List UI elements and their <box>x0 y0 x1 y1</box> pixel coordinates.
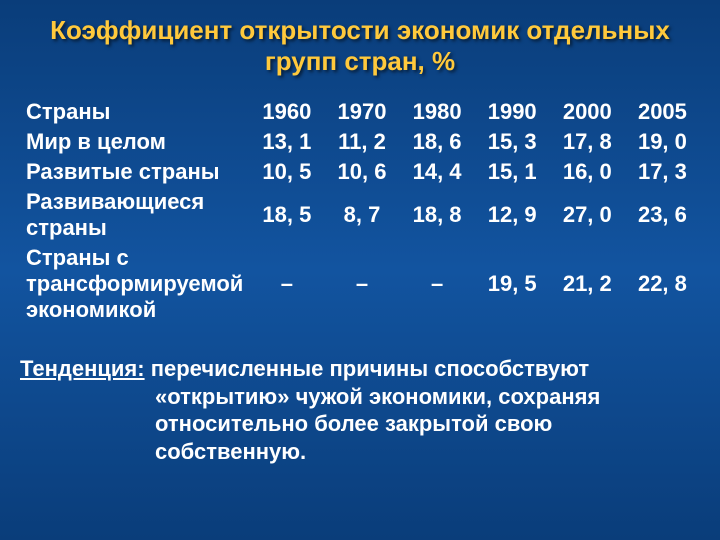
col-header: 1980 <box>400 97 475 127</box>
cell: 13, 1 <box>249 127 324 157</box>
cell: 8, 7 <box>324 187 399 243</box>
cell: 15, 3 <box>475 127 550 157</box>
cell: 22, 8 <box>625 243 700 325</box>
row-label: Мир в целом <box>20 127 249 157</box>
footer-text: собственную. <box>20 438 700 466</box>
title-line-2: групп стран, % <box>265 46 455 76</box>
cell: 15, 1 <box>475 157 550 187</box>
cell: – <box>400 243 475 325</box>
table-row: Мир в целом 13, 1 11, 2 18, 6 15, 3 17, … <box>20 127 700 157</box>
cell: 18, 5 <box>249 187 324 243</box>
cell: 27, 0 <box>550 187 625 243</box>
cell: 21, 2 <box>550 243 625 325</box>
footer-text: «открытию» чужой экономики, сохраняя <box>20 383 700 411</box>
cell: 12, 9 <box>475 187 550 243</box>
table-row: Развивающиеся страны 18, 5 8, 7 18, 8 12… <box>20 187 700 243</box>
table-row: Страны с трансформируемой экономикой – –… <box>20 243 700 325</box>
slide-title: Коэффициент открытости экономик отдельны… <box>20 15 700 77</box>
col-header: Страны <box>20 97 249 127</box>
footer-block: Тенденция: перечисленные причины способс… <box>20 355 700 465</box>
table-row: Развитые страны 10, 5 10, 6 14, 4 15, 1 … <box>20 157 700 187</box>
footer-text: перечисленные причины способствуют <box>145 356 590 381</box>
cell: 18, 8 <box>400 187 475 243</box>
cell: 17, 8 <box>550 127 625 157</box>
table-header-row: Страны 1960 1970 1980 1990 2000 2005 <box>20 97 700 127</box>
col-header: 2005 <box>625 97 700 127</box>
col-header: 1990 <box>475 97 550 127</box>
cell: 18, 6 <box>400 127 475 157</box>
cell: 17, 3 <box>625 157 700 187</box>
cell: – <box>324 243 399 325</box>
footer-label: Тенденция: <box>20 356 145 381</box>
cell: 23, 6 <box>625 187 700 243</box>
row-label: Развитые страны <box>20 157 249 187</box>
cell: 14, 4 <box>400 157 475 187</box>
col-header: 2000 <box>550 97 625 127</box>
col-header: 1970 <box>324 97 399 127</box>
title-line-1: Коэффициент открытости экономик отдельны… <box>50 15 670 45</box>
cell: – <box>249 243 324 325</box>
row-label: Развивающиеся страны <box>20 187 249 243</box>
cell: 10, 5 <box>249 157 324 187</box>
cell: 19, 5 <box>475 243 550 325</box>
cell: 11, 2 <box>324 127 399 157</box>
cell: 19, 0 <box>625 127 700 157</box>
cell: 16, 0 <box>550 157 625 187</box>
cell: 10, 6 <box>324 157 399 187</box>
footer-text: относительно более закрытой свою <box>20 410 700 438</box>
row-label: Страны с трансформируемой экономикой <box>20 243 249 325</box>
col-header: 1960 <box>249 97 324 127</box>
data-table: Страны 1960 1970 1980 1990 2000 2005 Мир… <box>20 97 700 325</box>
